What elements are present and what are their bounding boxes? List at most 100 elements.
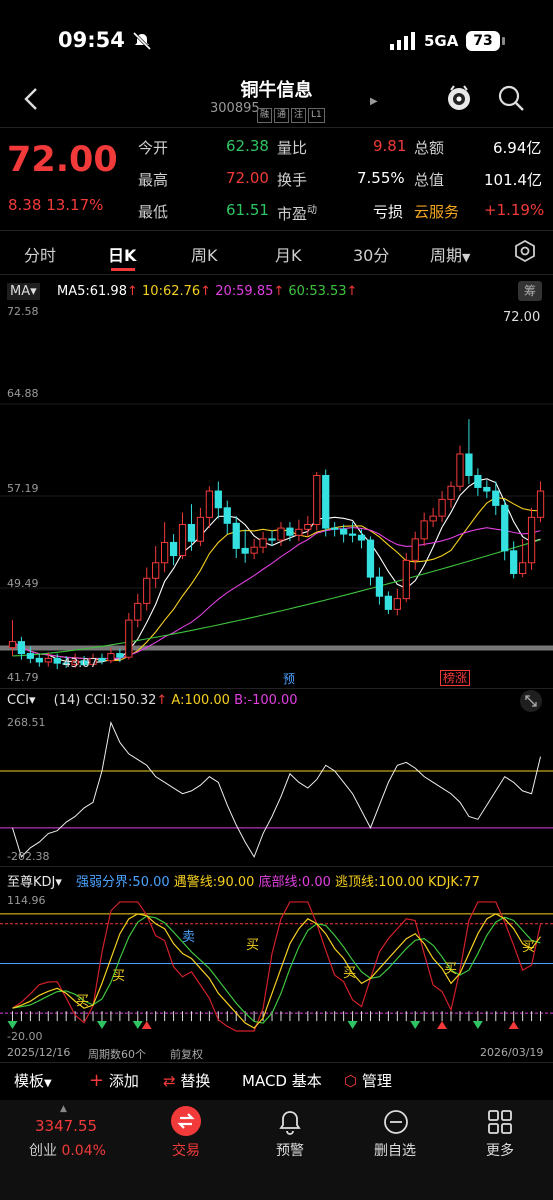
trade-icon[interactable]: [171, 1106, 201, 1136]
more-grid-icon[interactable]: [486, 1108, 514, 1136]
replace-indicator-button[interactable]: ⇄ 替换: [163, 1070, 210, 1091]
candle-body: [304, 524, 312, 530]
kdj-axis-bottom: -20.00: [7, 1030, 43, 1043]
kdj-selector[interactable]: 至尊KDJ▾: [7, 875, 62, 890]
tag-registration: 注: [291, 108, 307, 123]
candle-body: [178, 524, 187, 557]
candle-body: [250, 546, 258, 554]
sector-link[interactable]: 云服务: [414, 203, 460, 221]
expand-up-icon[interactable]: ▲: [60, 1104, 67, 1114]
macd-basic-button[interactable]: MACD 基本: [242, 1072, 322, 1090]
candle-body: [116, 653, 124, 658]
stock-tags: 融通注 L1: [255, 102, 325, 123]
cci-axis-bottom: -202.38: [7, 850, 50, 863]
candle: [510, 541, 518, 579]
ma5-line: [12, 478, 541, 663]
candle-body: [456, 453, 464, 487]
tab-period-dropdown[interactable]: 周期▼: [430, 242, 470, 266]
candle: [8, 620, 17, 656]
candle-body: [465, 453, 473, 477]
candle-body: [44, 657, 52, 663]
candle: [241, 529, 249, 563]
tab-monthly-k[interactable]: 月K: [275, 246, 302, 265]
kdj-buy-mark-1: 买: [76, 994, 90, 1009]
forecast-marker[interactable]: 预: [283, 672, 296, 686]
candle-body: [259, 538, 267, 548]
kdj-chart[interactable]: [0, 893, 553, 1041]
chart-settings-icon[interactable]: [514, 240, 536, 262]
alert-bell-icon[interactable]: [276, 1108, 304, 1136]
cci-selector[interactable]: CCI▾: [7, 693, 36, 708]
candle: [402, 553, 410, 603]
search-icon[interactable]: [497, 84, 525, 112]
candle: [474, 468, 482, 496]
chips-button[interactable]: 筹: [518, 281, 542, 301]
template-dropdown[interactable]: 模板▼: [14, 1070, 52, 1091]
candle: [125, 612, 133, 660]
index-name: 创业: [29, 1143, 57, 1159]
tab-intraday[interactable]: 分时: [24, 246, 57, 265]
candle: [277, 522, 285, 547]
price-axis-3: 57.19: [7, 482, 39, 495]
candle-body: [527, 516, 536, 564]
ma-selector[interactable]: MA▾: [7, 283, 40, 300]
assistant-robot-icon[interactable]: [445, 84, 473, 112]
add-indicator-button[interactable]: + 添加: [89, 1070, 139, 1091]
ma20-arrow: ↑: [273, 284, 285, 299]
index-percent: 0.04%: [61, 1143, 106, 1159]
expand-icon[interactable]: [520, 690, 542, 712]
back-arrow-icon[interactable]: [20, 86, 42, 112]
candle-body: [152, 562, 160, 579]
open-value: 62.38: [226, 137, 269, 155]
manage-label: 管理: [361, 1072, 392, 1090]
kdj-up-triangle: [508, 1021, 519, 1030]
kline-chart[interactable]: [0, 300, 553, 690]
candle: [357, 529, 366, 549]
kdj-buy-mark-2: 买: [112, 969, 126, 984]
tab-trade[interactable]: 交易: [172, 1143, 200, 1159]
next-stock-icon[interactable]: ▶: [370, 96, 378, 107]
tab-30min[interactable]: 30分: [353, 246, 390, 265]
volume-ratio-value: 9.81: [373, 137, 407, 155]
tab-weekly-k[interactable]: 周K: [191, 246, 218, 265]
index-value[interactable]: 3347.55: [35, 1117, 98, 1135]
ma5-legend: MA5:61.98: [57, 284, 127, 299]
header-divider: [0, 127, 553, 128]
candle-body: [348, 533, 357, 536]
candle-body: [98, 657, 106, 662]
candle: [169, 534, 178, 566]
remove-watchlist-icon[interactable]: [382, 1108, 410, 1136]
hot-list-marker[interactable]: 榜涨: [440, 670, 471, 686]
cci-divider: [0, 688, 553, 689]
manage-indicators-button[interactable]: ⬡ 管理: [344, 1070, 392, 1091]
candle-body: [420, 520, 428, 540]
cci-arrow: ↑: [156, 693, 168, 708]
index-ticker[interactable]: 创业 0.04%: [29, 1140, 106, 1160]
price-axis-4: 49.49: [7, 577, 39, 590]
tab-more[interactable]: 更多: [486, 1143, 514, 1159]
candle-body: [89, 657, 97, 665]
candle-body: [134, 602, 142, 621]
kdj-legend-top: 逃顶线:100.00: [335, 875, 424, 890]
adjust-mode[interactable]: 前复权: [170, 1048, 203, 1061]
tab-daily-k[interactable]: 日K: [108, 246, 137, 265]
change-amount: 8.38: [8, 196, 42, 214]
cci-a-line: A:100.00: [171, 693, 230, 708]
cci-chart[interactable]: [0, 715, 553, 865]
candle: [518, 538, 527, 578]
date-start: 2025/12/16: [7, 1046, 71, 1059]
kdj-legend: 至尊KDJ▾ 强弱分界:50.00 遇警线:90.00 底部线:0.00 逃顶线…: [7, 871, 480, 890]
candle-body: [492, 490, 500, 506]
candle-body: [232, 522, 240, 549]
tab-alert[interactable]: 预警: [276, 1143, 304, 1159]
tab-remove-watchlist[interactable]: 删自选: [374, 1143, 416, 1159]
tag-connect: 通: [274, 108, 290, 123]
candle: [152, 546, 160, 588]
candle: [143, 567, 151, 611]
ma-legend: MA5:61.98↑ 10:62.76↑ 20:59.85↑ 60:53.53↑: [57, 284, 357, 299]
ma60-line: [12, 539, 541, 657]
cci-params: (14): [53, 693, 81, 708]
stock-code: 300895: [210, 101, 260, 116]
candle-body: [429, 515, 437, 522]
high-price-label: 72.00: [503, 310, 541, 325]
